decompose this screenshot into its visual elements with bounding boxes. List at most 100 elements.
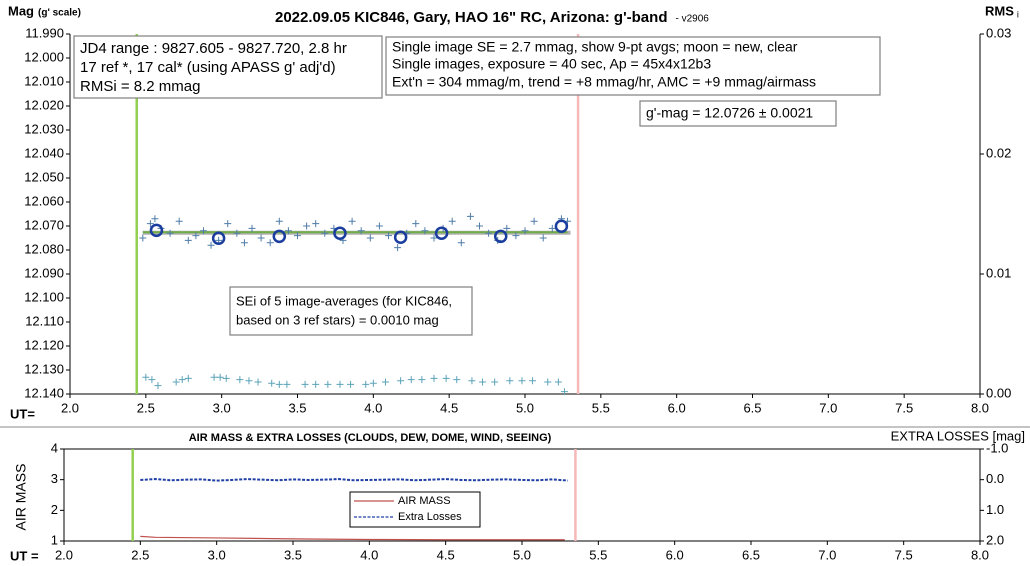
y-tick-label: 12.060 — [24, 193, 64, 208]
x-axis-label: UT= — [10, 406, 35, 421]
legend-box — [349, 491, 481, 528]
y-tick-label: 3 — [51, 471, 58, 486]
x-tick-label: 2.0 — [55, 547, 73, 562]
average-point — [434, 226, 449, 240]
data-point — [240, 239, 248, 247]
data-point — [142, 373, 150, 381]
data-point — [266, 239, 274, 247]
data-point — [151, 215, 159, 223]
x-tick-label: 4.5 — [440, 400, 458, 415]
data-point — [394, 244, 402, 252]
y-tick-label: 12.020 — [24, 97, 64, 112]
x-tick-label: 2.5 — [137, 400, 155, 415]
y-tick-label: 12.110 — [25, 313, 64, 328]
y-tick-label: 11.990 — [25, 25, 64, 40]
data-point — [224, 220, 232, 228]
data-point — [421, 227, 429, 235]
data-point — [254, 378, 262, 386]
y-axis-label-note: (g' scale) — [38, 8, 81, 19]
average-point — [554, 219, 569, 233]
data-point — [172, 378, 180, 386]
x-tick-label: 3.5 — [284, 547, 302, 562]
data-point — [166, 229, 174, 237]
annotation-text: 17 ref *, 17 cal* (using APASS g' adj'd) — [80, 59, 336, 76]
y2-tick-label: 0.03 — [986, 25, 1011, 40]
x-tick-label: 2.5 — [131, 547, 149, 562]
data-point — [518, 377, 526, 385]
data-point — [324, 380, 332, 388]
x-tick-label: 7.0 — [819, 400, 837, 415]
data-point — [357, 227, 365, 235]
x-tick-label: 4.5 — [437, 547, 455, 562]
data-point — [312, 380, 320, 388]
data-point — [148, 376, 156, 384]
annotation-box — [229, 286, 473, 336]
y-tick-label: 12.030 — [24, 121, 64, 136]
data-point — [222, 374, 230, 382]
data-point — [347, 380, 355, 388]
data-point — [466, 212, 474, 220]
data-point — [178, 376, 186, 384]
annotation-text: JD4 range : 9827.605 - 9827.720, 2.8 hr — [80, 40, 347, 57]
data-point — [362, 380, 370, 388]
data-point — [430, 374, 438, 382]
y-tick-label: 12.100 — [24, 289, 64, 304]
data-point — [381, 378, 389, 386]
data-point — [366, 234, 374, 242]
data-point — [184, 374, 192, 382]
x-tick-label: 3.0 — [213, 400, 231, 415]
annotation-text: RMSi = 8.2 mmag — [80, 78, 200, 95]
data-point — [348, 217, 356, 225]
y-tick-label: 12.050 — [24, 169, 64, 184]
data-point — [506, 377, 514, 385]
x-tick-label: 7.0 — [818, 547, 836, 562]
data-point — [207, 241, 215, 249]
x-tick-label: 6.0 — [668, 400, 686, 415]
data-point — [245, 377, 253, 385]
y-tick-label: 12.070 — [24, 217, 64, 232]
y-tick-label: 12.120 — [24, 337, 64, 352]
y2-tick-label: -1.0 — [986, 440, 1008, 455]
y2-axis-label: EXTRA LOSSES [mag] — [891, 428, 1025, 443]
annotation-box — [73, 35, 383, 99]
y-tick-label: 12.000 — [24, 49, 64, 64]
average-point — [333, 226, 347, 240]
x-tick-label: 8.0 — [971, 547, 989, 562]
data-point — [284, 227, 292, 235]
x-tick-label: 6.5 — [742, 547, 760, 562]
x-tick-label: 6.0 — [666, 547, 684, 562]
data-point — [154, 382, 162, 390]
y2-tick-label: 1.0 — [986, 502, 1004, 517]
data-point — [530, 217, 538, 225]
chart-subtitle: - v2906 — [675, 14, 709, 25]
annotation-text: SEi of 5 image-averages (for KIC846, — [236, 293, 452, 308]
data-point — [303, 222, 311, 230]
data-point — [412, 220, 420, 228]
data-point — [369, 379, 377, 387]
data-point — [457, 239, 465, 247]
data-point — [521, 227, 529, 235]
data-point — [448, 217, 456, 225]
average-point — [149, 223, 164, 238]
annotation-text: Ext'n = 304 mmag/m, trend = +8 mmag/hr, … — [392, 74, 816, 90]
y-tick-label: 12.130 — [24, 361, 64, 376]
data-point — [175, 217, 183, 225]
y2-tick-label: 0.02 — [986, 145, 1011, 160]
data-point — [548, 224, 556, 232]
data-point — [199, 227, 207, 235]
x-tick-label: 7.5 — [895, 400, 913, 415]
annotation-box — [639, 100, 837, 127]
data-point — [476, 222, 483, 230]
data-point — [236, 376, 244, 384]
data-point — [539, 234, 547, 242]
data-point — [529, 377, 537, 385]
data-point — [512, 232, 520, 240]
y-axis-label: AIR MASS — [13, 464, 29, 531]
average-point — [272, 229, 287, 244]
y2-axis-label-sub: i — [1017, 9, 1019, 19]
data-point — [385, 232, 392, 240]
y-tick-label: 12.090 — [24, 265, 64, 280]
data-point — [184, 236, 192, 244]
y-axis-label: Mag — [8, 3, 34, 18]
